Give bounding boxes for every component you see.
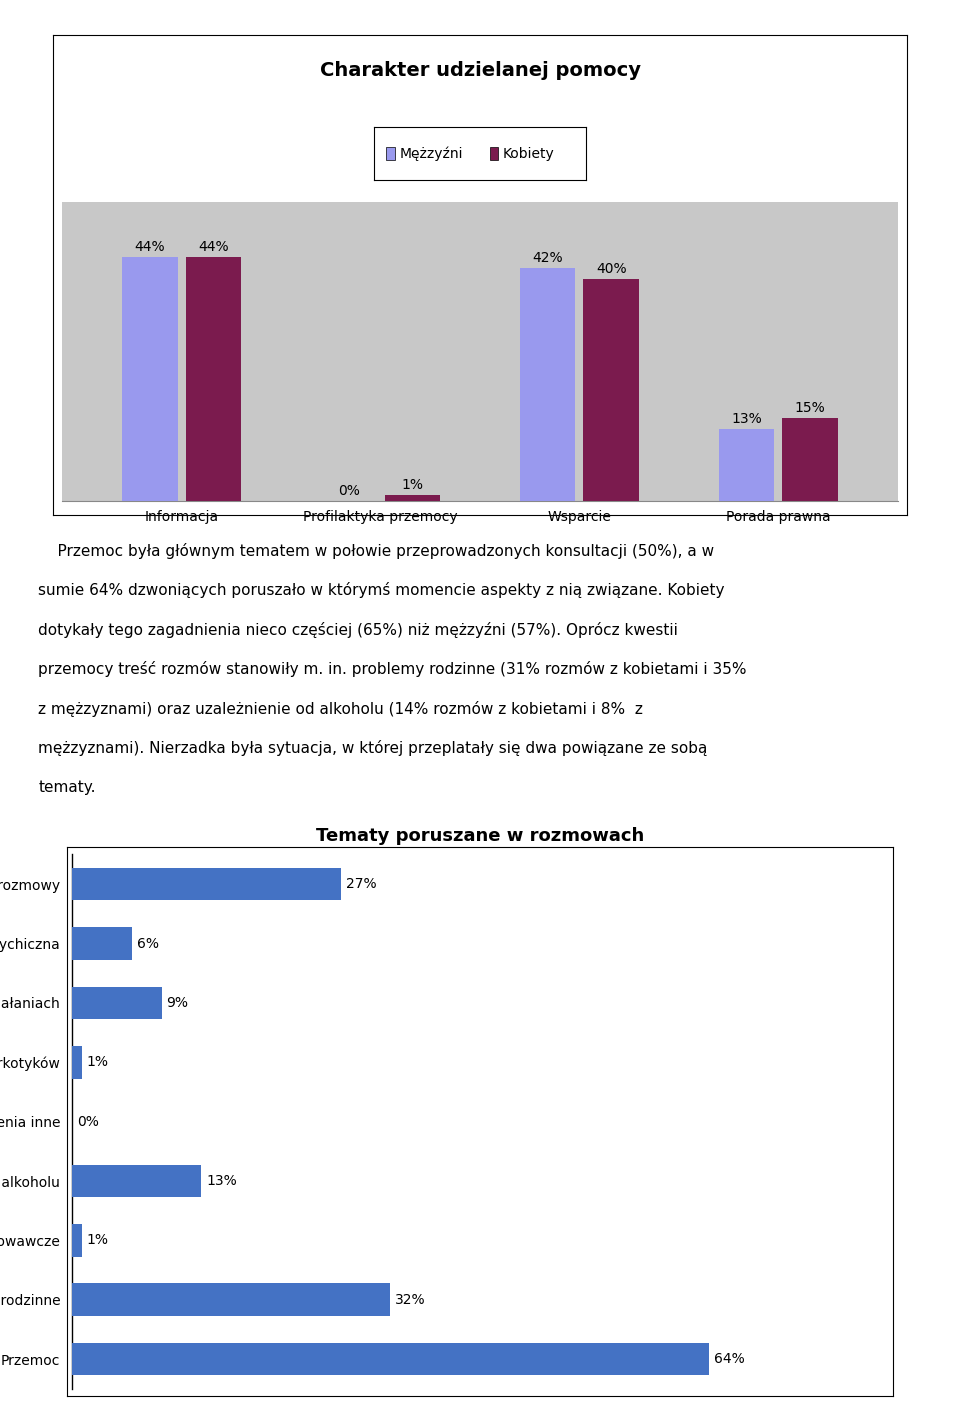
Text: Przemoc była głównym tematem w połowie przeprowadzonych konsultacji (50%), a w: Przemoc była głównym tematem w połowie p… <box>38 543 714 558</box>
Text: 13%: 13% <box>732 412 762 426</box>
Text: 64%: 64% <box>714 1352 745 1366</box>
Text: 0%: 0% <box>338 484 360 498</box>
Text: 13%: 13% <box>206 1175 237 1189</box>
Text: 9%: 9% <box>166 995 188 1010</box>
Text: przemocy treść rozmów stanowiły m. in. problemy rodzinne (31% rozmów z kobietami: przemocy treść rozmów stanowiły m. in. p… <box>38 661 747 677</box>
Text: dotykały tego zagadnienia nieco częściej (65%) niż mężzyźni (57%). Oprócz kwesti: dotykały tego zagadnienia nieco częściej… <box>38 622 679 637</box>
Text: 40%: 40% <box>596 262 627 276</box>
Text: 44%: 44% <box>134 240 165 254</box>
Text: 1%: 1% <box>87 1055 108 1069</box>
Text: 0%: 0% <box>77 1115 99 1128</box>
Text: z mężzyznami) oraz uzależnienie od alkoholu (14% rozmów z kobietami i 8%  z: z mężzyznami) oraz uzależnienie od alkoh… <box>38 701 643 716</box>
Bar <box>584 279 639 501</box>
Bar <box>72 1165 202 1197</box>
Text: 32%: 32% <box>396 1293 426 1307</box>
Text: Kobiety: Kobiety <box>503 147 555 161</box>
Bar <box>72 987 161 1019</box>
Text: mężzyznami). Nierzadka była sytuacja, w której przeplatały się dwa powiązane ze : mężzyznami). Nierzadka była sytuacja, w … <box>38 740 708 756</box>
Bar <box>72 1342 708 1376</box>
Text: tematy.: tematy. <box>38 780 96 795</box>
Text: Charakter udzielanej pomocy: Charakter udzielanej pomocy <box>320 61 640 79</box>
Bar <box>385 495 441 501</box>
Bar <box>719 429 775 501</box>
Bar <box>185 257 241 501</box>
Bar <box>519 268 575 501</box>
Text: 1%: 1% <box>87 1234 108 1248</box>
Bar <box>782 417 838 501</box>
Bar <box>122 257 178 501</box>
Bar <box>72 928 132 960</box>
Text: 42%: 42% <box>532 251 563 265</box>
Title: Tematy poruszane w rozmowach: Tematy poruszane w rozmowach <box>316 826 644 845</box>
Bar <box>72 1224 82 1256</box>
Bar <box>72 1046 82 1079</box>
Text: 1%: 1% <box>401 478 423 492</box>
Bar <box>72 1283 391 1316</box>
Text: 6%: 6% <box>136 936 158 950</box>
Text: sumie 64% dzwoniących poruszało w którymś momencie aspekty z nią związane. Kobie: sumie 64% dzwoniących poruszało w którym… <box>38 582 725 598</box>
Text: 44%: 44% <box>198 240 228 254</box>
Bar <box>72 867 341 901</box>
Text: 15%: 15% <box>795 400 826 415</box>
Text: 27%: 27% <box>346 877 376 891</box>
Text: Mężzyźni: Mężzyźni <box>399 147 463 161</box>
